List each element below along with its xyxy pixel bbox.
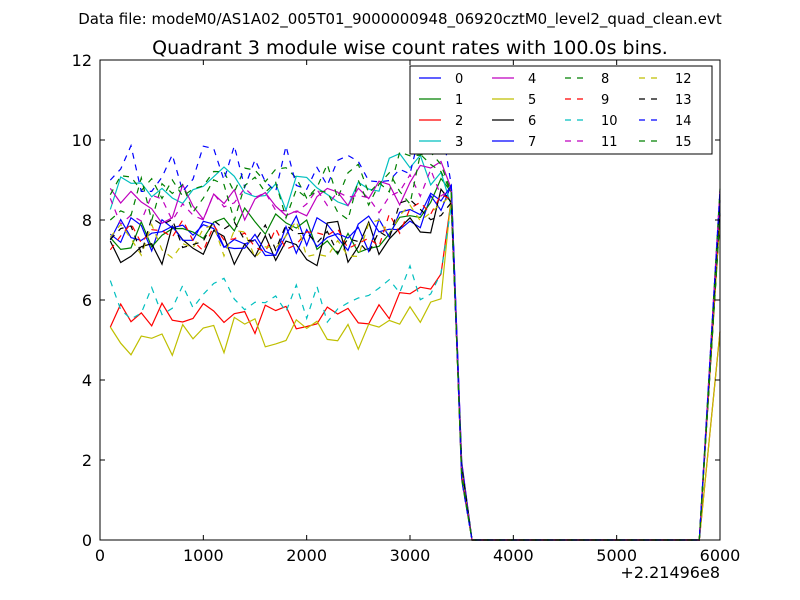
legend-label-5: 5 — [528, 93, 536, 108]
legend-label-7: 7 — [528, 135, 536, 150]
legend-label-4: 4 — [528, 72, 536, 87]
x-axis-offset-label: +2.21496e8 — [620, 563, 720, 582]
legend-label-15: 15 — [675, 135, 692, 150]
x-tick-label-0: 0 — [95, 546, 105, 565]
legend-label-1: 1 — [455, 93, 463, 108]
chart-title: Quadrant 3 module wise count rates with … — [152, 37, 668, 59]
legend-label-6: 6 — [528, 114, 536, 129]
series-line-7 — [109, 183, 721, 541]
legend-frame — [409, 65, 713, 155]
legend-label-11: 11 — [601, 135, 618, 150]
legend-label-0: 0 — [455, 72, 463, 87]
legend-label-12: 12 — [675, 72, 692, 87]
x-tick-label-1: 1000 — [183, 546, 224, 565]
series-line-11 — [109, 167, 721, 541]
x-axis-ticks: 0 1000 2000 3000 4000 5000 6000 — [95, 60, 740, 565]
y-tick-label-6: 12 — [72, 51, 92, 70]
series-line-10 — [109, 202, 721, 541]
x-tick-label-5: 5000 — [596, 546, 637, 565]
series-line-2 — [109, 198, 721, 541]
legend-label-14: 14 — [675, 114, 692, 129]
series-line-5 — [109, 195, 721, 541]
y-tick-label-0: 0 — [82, 531, 92, 550]
series-line-4 — [109, 160, 721, 541]
x-tick-label-6: 6000 — [700, 546, 741, 565]
legend-label-10: 10 — [601, 114, 618, 129]
y-tick-label-3: 6 — [82, 291, 92, 310]
series-layer — [109, 118, 721, 541]
y-tick-label-4: 8 — [82, 211, 92, 230]
series-line-3 — [109, 152, 721, 541]
series-line-15 — [109, 152, 721, 541]
y-tick-label-5: 10 — [72, 131, 92, 150]
legend-label-3: 3 — [455, 135, 463, 150]
y-tick-label-1: 2 — [82, 451, 92, 470]
legend-label-2: 2 — [455, 114, 463, 129]
x-tick-label-3: 3000 — [390, 546, 431, 565]
series-line-12 — [109, 194, 721, 541]
legend-label-9: 9 — [601, 93, 609, 108]
chart-subtitle: Data file: modeM0/AS1A02_005T01_90000009… — [78, 10, 722, 29]
series-line-13 — [109, 198, 721, 541]
y-tick-label-2: 4 — [82, 371, 92, 390]
legend-label-8: 8 — [601, 72, 609, 87]
legend-label-13: 13 — [675, 93, 692, 108]
x-tick-label-2: 2000 — [286, 546, 327, 565]
x-tick-label-4: 4000 — [493, 546, 534, 565]
